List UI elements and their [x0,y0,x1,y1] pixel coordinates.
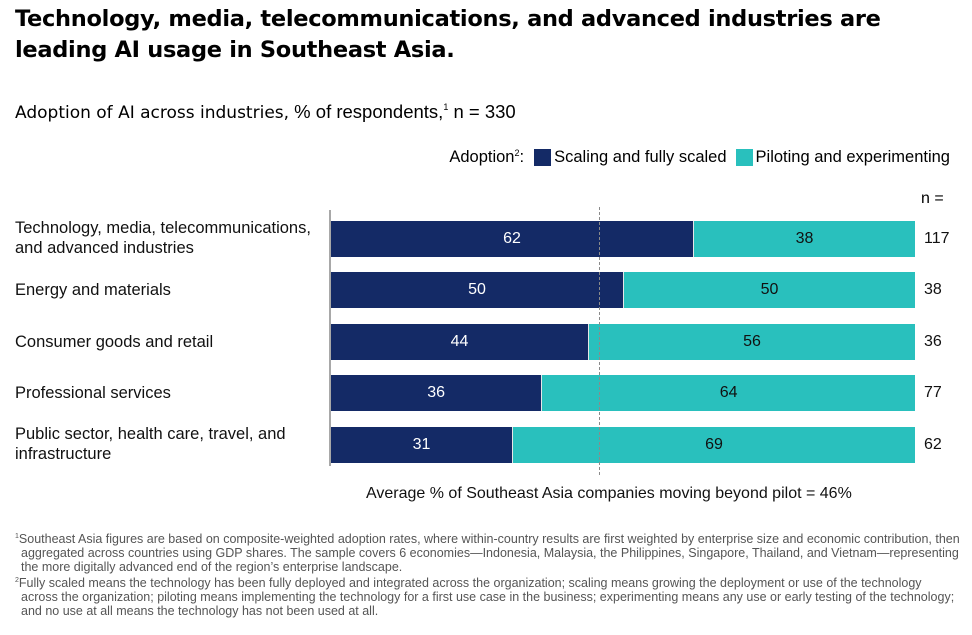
bar-value-label: 50 [468,281,486,298]
footnotes: 1Southeast Asia figures are based on com… [15,530,960,618]
bar-piloting-energy: 50 [623,272,915,308]
legend-label-scaling: Scaling and fully scaled [554,148,727,166]
bar-scaling-energy: 50 [331,272,623,308]
category-label-energy: Energy and materials [15,281,171,299]
bar-scaling-consumer: 44 [331,324,588,360]
legend-title: Adoption2: [449,148,525,166]
chart-headline: Technology, media, telecommunications, a… [15,6,881,63]
bar-scaling-tmt: 62 [331,221,694,257]
bar-piloting-consumer: 56 [587,324,915,360]
bar-value-label: 44 [450,333,469,350]
bar-value-label: 31 [412,436,431,453]
y-axis-line [329,210,331,466]
n-value-consumer: 36 [924,333,942,350]
bar-value-label: 64 [719,384,738,401]
bar-scaling-professional: 36 [331,375,542,411]
bar-scaling-public: 31 [331,427,513,463]
subtitle-sample-size: n = 330 [448,101,516,122]
average-reference-line [598,207,600,475]
chart-subtitle: Adoption of AI across industries, % of r… [15,101,516,123]
bar-value-label: 50 [760,281,779,298]
subtitle-footnote-ref: 1 [443,102,449,112]
n-column-header: n = [921,190,944,207]
bar-piloting-public: 69 [512,427,915,463]
average-reference-label: Average % of Southeast Asia companies mo… [366,485,852,502]
category-label-professional: Professional services [15,384,171,402]
footnote-2: 2Fully scaled means the technology has b… [15,576,955,618]
bar-value-label: 69 [705,436,723,453]
bar-value-label: 38 [795,230,814,247]
category-label-consumer: Consumer goods and retail [15,333,214,351]
bar-value-label: 56 [743,333,761,350]
bar-piloting-tmt: 38 [693,221,915,257]
bar-piloting-professional: 64 [541,375,915,411]
subtitle-unit: % of respondents, [289,101,444,122]
legend-swatch-piloting [735,149,753,166]
bar-value-label: 36 [427,384,446,401]
legend: Adoption2: Scaling and fully scaled Pilo… [449,148,950,167]
n-value-tmt: 117 [924,230,950,247]
subtitle-main: Adoption of AI across industries, [15,103,290,123]
category-label-public: Public sector, health care, travel, and … [15,425,286,463]
category-label-tmt: Technology, media, telecommunications, a… [15,219,311,257]
legend-item-piloting: Piloting and experimenting [735,148,950,167]
n-value-professional: 77 [924,384,942,401]
n-value-public: 62 [924,436,942,453]
bar-value-label: 62 [503,230,521,247]
footnote-1: 1Southeast Asia figures are based on com… [15,532,960,574]
legend-swatch-scaling [534,149,552,166]
legend-item-scaling: Scaling and fully scaled [534,148,727,167]
n-value-energy: 38 [924,281,942,298]
legend-label-piloting: Piloting and experimenting [755,148,950,166]
